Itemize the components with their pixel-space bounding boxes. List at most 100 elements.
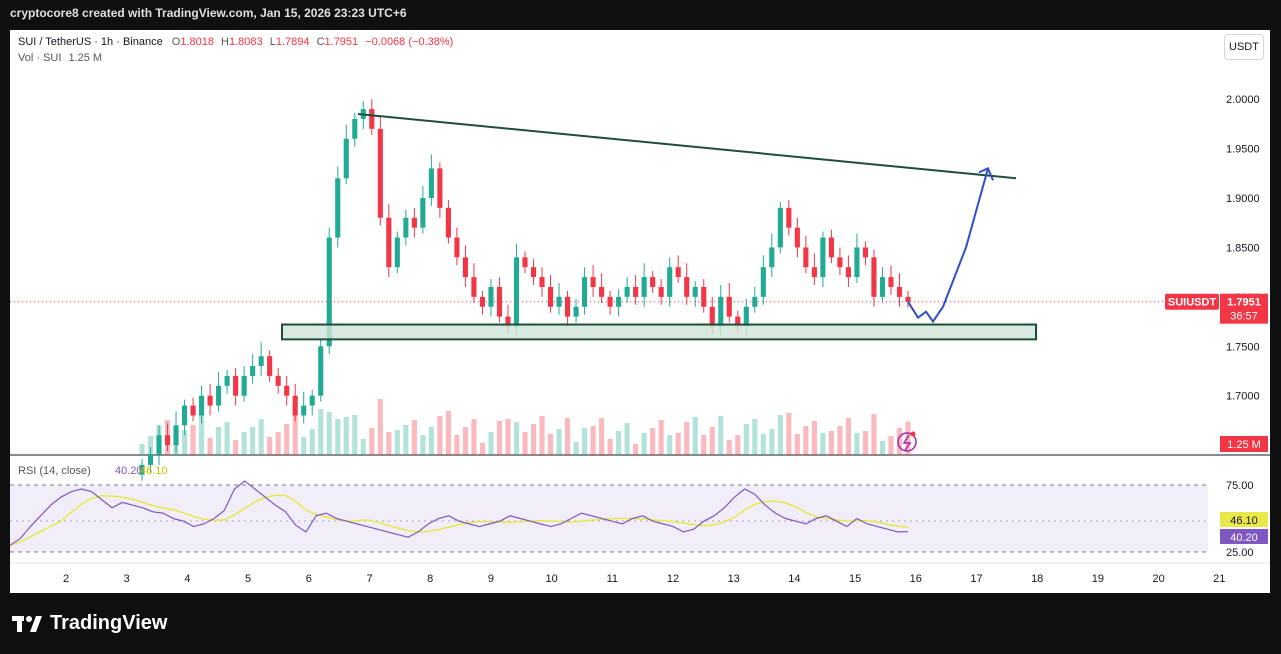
candle [854, 247, 860, 278]
candle [692, 286, 698, 297]
candle [794, 227, 800, 248]
volume-bar [599, 418, 605, 455]
volume-bar [769, 429, 775, 455]
time-tick-label: 18 [1031, 573, 1043, 585]
candle [284, 385, 290, 396]
volume-bar [496, 421, 503, 455]
currency-button[interactable]: USDT [1224, 34, 1264, 60]
volume-bar [607, 439, 613, 455]
candle [386, 217, 392, 268]
volume-bar [547, 434, 554, 455]
volume-bar [828, 431, 834, 455]
price-tick-label: 2.0000 [1226, 94, 1260, 106]
candle [224, 375, 230, 386]
candle [190, 405, 196, 416]
rsi-ma-legend: 46.10 [140, 465, 168, 477]
volume-bar [862, 431, 868, 455]
volume-bar [845, 418, 851, 455]
candle [301, 405, 307, 416]
volume-label: Vol · SUI [18, 52, 62, 64]
candle [735, 316, 741, 327]
volume-bar [684, 422, 690, 455]
price-chart[interactable]: 2.05002.00001.95001.90001.85001.80001.75… [10, 30, 1270, 593]
candle [352, 118, 358, 139]
time-tick-label: 17 [970, 573, 982, 585]
volume-bar [879, 441, 886, 455]
candle [343, 138, 349, 179]
volume-bar [760, 434, 766, 455]
volume-bar [335, 419, 341, 455]
candle [769, 247, 775, 268]
volume-bar [616, 431, 622, 455]
volume-bar [258, 419, 264, 455]
candle [292, 395, 298, 416]
time-tick-label: 20 [1152, 573, 1164, 585]
volume-bar [786, 413, 792, 455]
volume-bar [182, 430, 188, 455]
time-tick-label: 12 [667, 573, 679, 585]
candle [267, 356, 273, 376]
volume-bar [343, 417, 349, 455]
volume-bar [633, 444, 639, 455]
volume-bar [318, 409, 324, 455]
descending-trendline [357, 113, 1017, 180]
candle [199, 395, 205, 416]
tradingview-logo-icon [12, 615, 42, 632]
candle [888, 277, 894, 287]
price-tag-bg [1220, 293, 1268, 324]
volume-bar [267, 437, 273, 455]
ohlc-legend: SUI / TetherUS · 1h · Binance O1.8018 H1… [18, 36, 453, 48]
volume-bar [462, 427, 468, 455]
volume-bar [726, 440, 732, 455]
volume-bar [241, 432, 247, 455]
ticker-tag-bg [1165, 293, 1219, 310]
candle [862, 247, 868, 258]
open-label: O [171, 36, 181, 48]
volume-bar [488, 432, 494, 455]
volume-bar [718, 416, 724, 455]
volume-bar [803, 426, 809, 455]
candle [565, 296, 571, 317]
candle [241, 375, 247, 396]
volume-bar [539, 416, 545, 455]
volume-bar [233, 440, 239, 455]
price-tick-label: 1.9500 [1226, 144, 1260, 156]
candle [403, 217, 409, 238]
volume-bar [454, 435, 460, 455]
time-tick-label: 13 [728, 573, 740, 585]
candle [147, 455, 154, 465]
time-tick-label: 21 [1213, 573, 1225, 585]
volume-bar [403, 425, 409, 455]
volume-bar [377, 399, 383, 455]
candle [845, 267, 851, 278]
candle [641, 277, 647, 297]
countdown-tag: 36:57 [1230, 311, 1258, 323]
volume-bar [573, 442, 579, 455]
volume-bar [905, 421, 911, 455]
candle [633, 286, 639, 297]
candle [803, 247, 809, 268]
candle [513, 257, 520, 327]
candle [488, 286, 494, 307]
candle [701, 286, 707, 307]
candle [539, 277, 545, 287]
volume-bar [275, 432, 281, 455]
volume-bar [658, 420, 664, 455]
volume-bar [164, 420, 171, 455]
low-value: 1.7894 [275, 36, 310, 48]
rsi-value-legend: 40.20 [115, 465, 143, 477]
candle [156, 435, 162, 455]
volume-bar [292, 413, 298, 455]
volume-bar [752, 419, 758, 455]
candle [326, 237, 332, 347]
volume-bar [888, 436, 894, 455]
price-tag: 1.7951 [1227, 297, 1261, 309]
volume-bar [650, 428, 656, 455]
candle [811, 267, 817, 278]
volume-bar [530, 424, 537, 455]
candle [675, 267, 681, 278]
flash-dot-icon [910, 431, 916, 437]
volume-bar [309, 429, 315, 455]
volume-bar [701, 435, 707, 455]
candle [471, 277, 477, 297]
